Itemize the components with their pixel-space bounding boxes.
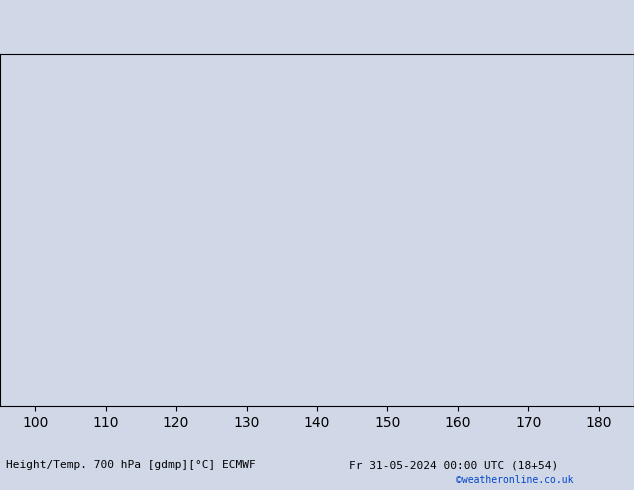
Text: ©weatheronline.co.uk: ©weatheronline.co.uk <box>456 475 574 485</box>
Text: Height/Temp. 700 hPa [gdmp][°C] ECMWF: Height/Temp. 700 hPa [gdmp][°C] ECMWF <box>6 461 256 470</box>
Text: Fr 31-05-2024 00:00 UTC (18+54): Fr 31-05-2024 00:00 UTC (18+54) <box>349 461 558 470</box>
